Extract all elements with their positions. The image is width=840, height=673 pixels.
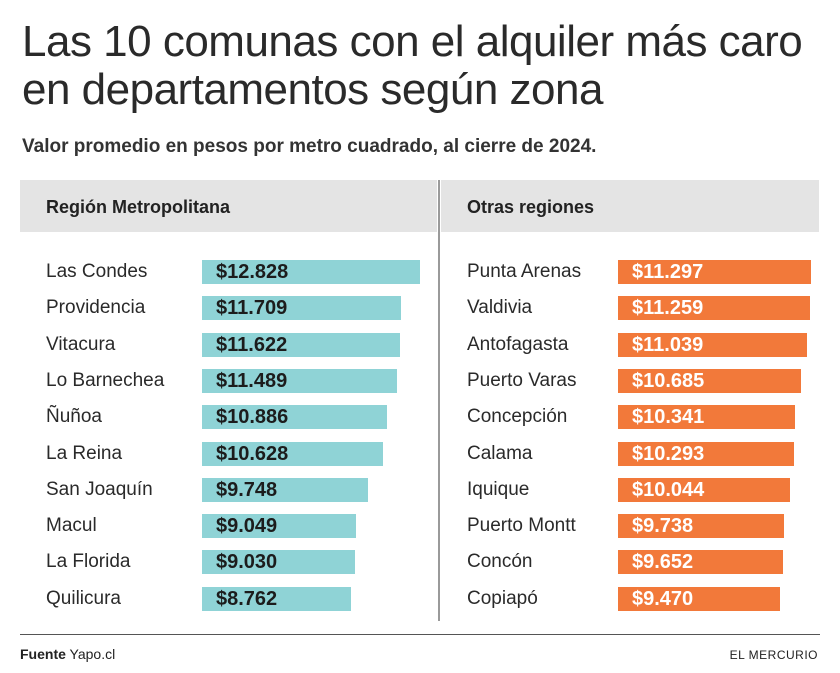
bar: $8.762: [202, 586, 351, 611]
category-label: Valdivia: [467, 297, 533, 319]
bar-value-label: $10.685: [632, 369, 705, 392]
bar: $10.341: [618, 405, 795, 430]
category-label: Copiapó: [467, 587, 538, 609]
category-label: Puerto Varas: [467, 369, 577, 391]
bar-value-label: $9.030: [216, 551, 278, 574]
category-label: Puerto Montt: [467, 515, 576, 537]
bar-value-label: $10.886: [216, 406, 289, 429]
category-label: Providencia: [46, 297, 146, 319]
bar: $11.039: [618, 332, 807, 357]
bar-value-label: $10.293: [632, 442, 705, 465]
panel-title-metropolitana: Región Metropolitana: [46, 197, 230, 217]
bar-value-label: $11.622: [216, 333, 288, 356]
chart-title: Las 10 comunas con el alquiler más caro …: [22, 17, 803, 114]
source-credit: Fuente Yapo.cl: [20, 646, 115, 662]
category-label: Vitacura: [46, 333, 116, 355]
bar-value-label: $9.738: [632, 515, 694, 538]
panel-title-otras-regiones: Otras regiones: [467, 197, 595, 217]
bar: $11.489: [202, 368, 397, 393]
bar-value-label: $10.341: [632, 406, 705, 429]
bar: $9.748: [202, 477, 368, 502]
panel-divider: [438, 180, 440, 621]
brand-logo: EL MERCURIO: [729, 648, 818, 662]
bar-value-label: $11.489: [216, 369, 288, 392]
category-label: San Joaquín: [46, 478, 153, 500]
category-label: Punta Arenas: [467, 261, 582, 282]
bar: $9.652: [618, 550, 783, 575]
category-label: Antofagasta: [467, 333, 569, 355]
category-label: Ñuñoa: [46, 406, 102, 428]
bar: $10.685: [618, 368, 801, 393]
category-label: Concepción: [467, 406, 568, 428]
source-label: Fuente: [20, 646, 66, 662]
bar-value-label: $9.470: [632, 587, 694, 610]
category-label: Macul: [46, 515, 97, 537]
bar: $10.628: [202, 441, 383, 466]
bar: $9.738: [618, 514, 784, 539]
category-label: Concón: [467, 551, 533, 573]
bar-value-label: $10.628: [216, 442, 289, 465]
bar-value-label: $11.039: [632, 333, 704, 356]
bar: $9.049: [202, 514, 356, 539]
bar: $10.293: [618, 441, 794, 466]
bar: $10.886: [202, 405, 387, 430]
chart-subtitle: Valor promedio en pesos por metro cuadra…: [22, 136, 597, 157]
category-label: Las Condes: [46, 261, 148, 282]
category-label: La Reina: [46, 442, 123, 464]
bar: $11.622: [202, 332, 400, 357]
category-label: Quilicura: [46, 587, 121, 609]
bar-value-label: $11.709: [216, 297, 288, 320]
bar: $9.470: [618, 586, 780, 611]
bar: $10.044: [618, 477, 790, 502]
bar: $11.297: [618, 260, 811, 284]
category-label: La Florida: [46, 551, 131, 573]
bar: $11.709: [202, 296, 401, 321]
category-label: Iquique: [467, 478, 530, 500]
bar: $9.030: [202, 550, 355, 575]
bar-value-label: $9.049: [216, 515, 278, 538]
category-label: Lo Barnechea: [46, 369, 165, 391]
panel-header-otras-regiones: Otras regiones: [441, 180, 819, 232]
source-value: Yapo.cl: [69, 646, 116, 662]
bar-value-label: $11.259: [632, 297, 704, 320]
panel-header-metropolitana: Región Metropolitana: [20, 180, 437, 232]
bar: $11.259: [618, 296, 810, 321]
bar-value-label: $12.828: [216, 261, 289, 283]
bar: $12.828: [202, 260, 420, 284]
bar-value-label: $8.762: [216, 587, 278, 610]
bar-value-label: $11.297: [632, 261, 704, 283]
bar-value-label: $10.044: [632, 478, 705, 501]
category-label: Calama: [467, 442, 533, 464]
footer-rule: [20, 634, 820, 635]
bar-value-label: $9.748: [216, 478, 278, 501]
bar-value-label: $9.652: [632, 551, 694, 574]
